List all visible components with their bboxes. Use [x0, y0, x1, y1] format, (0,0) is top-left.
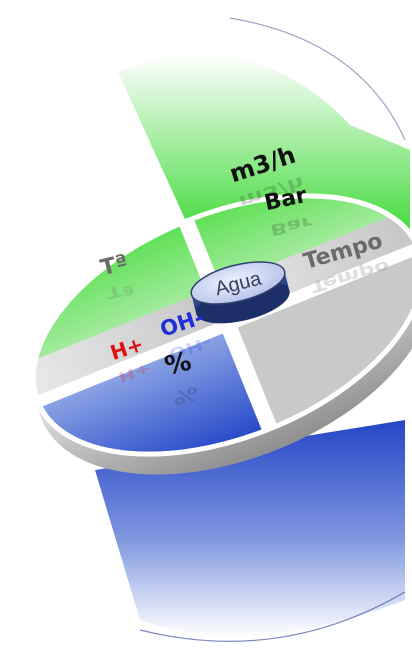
disc-edge — [30, 193, 412, 457]
label-temperature-reflection: Tª — [105, 278, 136, 302]
blue-cylinder-edge — [139, 591, 406, 642]
divider-vertical — [178, 218, 278, 432]
quadrant-grey-bottom-right — [228, 248, 412, 429]
quadrant-grey-left — [22, 287, 228, 402]
hub: Agua — [190, 261, 290, 324]
green-cylinder-edge — [229, 17, 406, 141]
hub-top — [190, 261, 286, 305]
